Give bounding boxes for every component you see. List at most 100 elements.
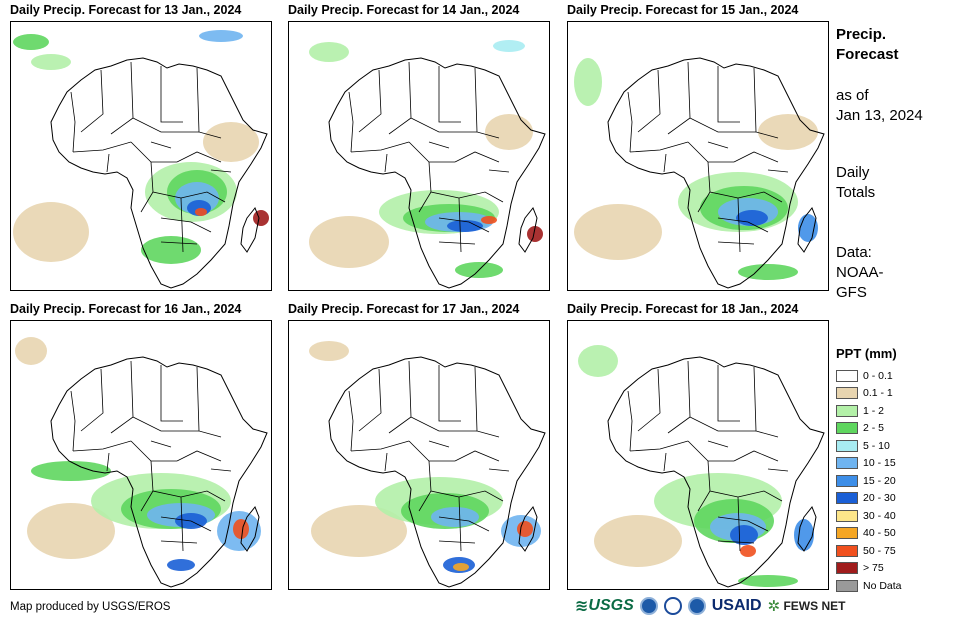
noaa-logo — [639, 597, 658, 615]
country-border — [637, 69, 661, 133]
legend-swatch — [836, 509, 858, 522]
country-border — [160, 217, 212, 233]
legend-swatch — [836, 369, 858, 382]
country-border — [384, 452, 388, 472]
data-source: Data: NOAA- GFS — [836, 244, 884, 301]
legend-item: 15 - 20 — [836, 472, 902, 490]
country-border — [384, 153, 388, 173]
precip-map — [567, 320, 829, 590]
precip-area — [253, 210, 269, 226]
sidebar-title: Precip. Forecast — [836, 26, 899, 63]
country-border — [458, 490, 504, 502]
legend-label: 2 - 5 — [863, 422, 885, 435]
legend-label: No Data — [863, 579, 902, 592]
country-border — [733, 151, 779, 163]
precip-area — [481, 216, 497, 224]
country-border — [348, 91, 354, 153]
country-border — [438, 66, 461, 123]
precip-area — [309, 42, 349, 62]
country-border — [707, 141, 729, 149]
precip-area — [740, 545, 756, 557]
country-border — [150, 141, 172, 149]
legend-item: 30 - 40 — [836, 507, 902, 525]
country-border — [110, 61, 134, 135]
country-border — [130, 141, 177, 163]
legend-swatch — [836, 579, 858, 592]
country-border — [458, 496, 462, 552]
country-border — [180, 197, 184, 253]
madagascar-outline — [518, 207, 538, 253]
legend-swatch — [836, 439, 858, 452]
country-border — [408, 141, 455, 163]
legend-item: 20 - 30 — [836, 490, 902, 508]
country-border — [737, 191, 783, 203]
country-border — [717, 540, 755, 544]
country-border — [140, 191, 154, 213]
country-border — [80, 69, 104, 133]
madagascar-outline — [797, 506, 817, 552]
legend-item: 1 - 2 — [836, 402, 902, 420]
country-border — [474, 366, 500, 438]
precip-area — [311, 505, 407, 557]
country-border — [418, 191, 432, 213]
precip-area — [195, 208, 207, 216]
precip-area — [13, 34, 49, 50]
precip-map — [567, 21, 829, 291]
precip-area — [485, 114, 533, 150]
precip-area — [493, 40, 525, 52]
country-border — [358, 69, 382, 133]
map-credit: Map produced by USGS/EROS — [10, 601, 171, 613]
precip-area — [31, 461, 111, 481]
legend-item: 50 - 75 — [836, 542, 902, 560]
precip-area — [141, 236, 201, 264]
usaid-seal-logo — [687, 597, 706, 615]
panel-title: Daily Precip. Forecast for 17 Jan., 2024 — [288, 302, 520, 316]
panel-title: Daily Precip. Forecast for 18 Jan., 2024 — [567, 302, 799, 316]
precip-legend: PPT (mm) 0 - 0.1 0.1 - 1 1 - 2 2 - 5 5 - 10 1… — [836, 346, 902, 595]
madagascar-outline — [240, 506, 260, 552]
africa-outline — [328, 57, 546, 289]
country-border — [454, 151, 500, 163]
country-border — [717, 241, 755, 245]
legend-swatch — [836, 457, 858, 470]
usgs-logo: ≋ USGS — [575, 597, 634, 615]
country-border — [388, 360, 412, 434]
country-border — [180, 490, 226, 502]
country-border — [428, 141, 450, 149]
as-of-date: as of Jan 13, 2024 — [836, 87, 923, 124]
daily-totals-label: Daily Totals — [836, 164, 876, 201]
madagascar-outline — [240, 207, 260, 253]
legend-label: 1 - 2 — [863, 404, 885, 417]
precip-area — [574, 58, 602, 106]
precip-map — [288, 320, 550, 590]
country-border — [418, 490, 432, 512]
legend-label: 40 - 50 — [863, 527, 896, 540]
precip-area — [527, 226, 543, 242]
precip-map — [288, 21, 550, 291]
country-border — [160, 516, 212, 532]
country-border — [697, 490, 711, 512]
country-border — [767, 169, 789, 173]
agency-logos: ≋ USGS USAID ✲ FEWS NET — [575, 596, 845, 616]
legend-label: 0 - 0.1 — [863, 369, 893, 382]
country-border — [717, 66, 740, 123]
legend-item: > 75 — [836, 560, 902, 578]
madagascar-outline — [518, 506, 538, 552]
precip-area — [738, 575, 798, 587]
country-border — [210, 169, 232, 173]
country-border — [637, 368, 661, 432]
country-border — [358, 368, 382, 432]
precip-map — [10, 320, 272, 590]
country-border — [689, 117, 756, 133]
country-border — [438, 365, 461, 422]
country-border — [737, 490, 783, 502]
precip-area — [233, 519, 249, 539]
country-border — [176, 151, 222, 163]
country-border — [72, 141, 132, 153]
precip-area — [794, 519, 814, 551]
country-border — [717, 516, 769, 532]
country-border — [350, 440, 410, 452]
precip-area — [798, 214, 818, 242]
country-border — [707, 440, 729, 448]
precip-area — [730, 525, 758, 545]
